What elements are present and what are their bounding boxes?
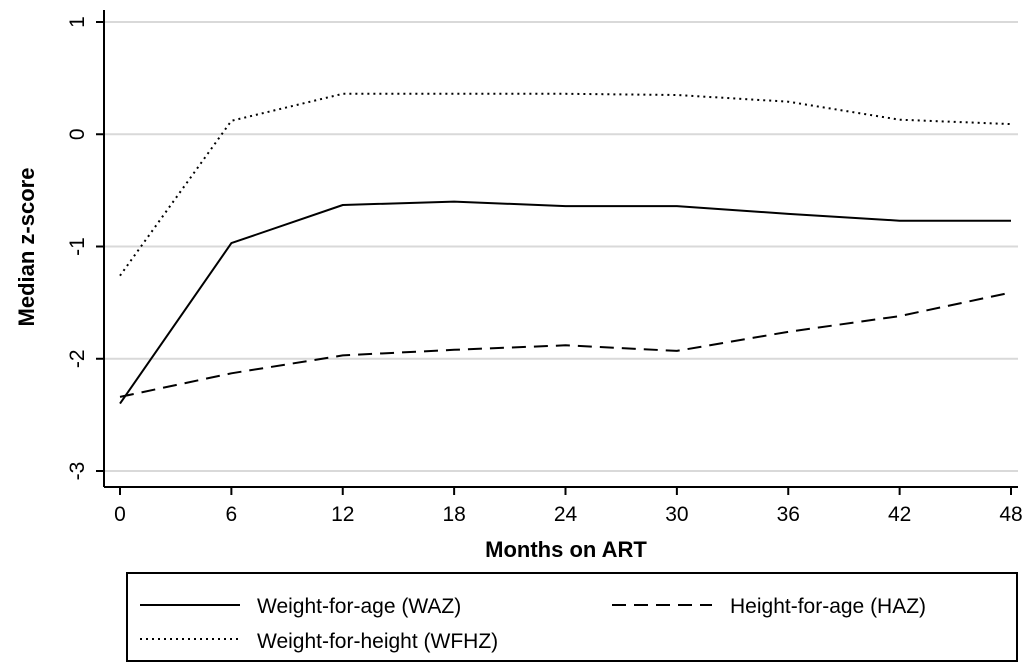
legend-label-waz: Weight-for-age (WAZ) (257, 595, 461, 618)
x-tick-label: 0 (114, 503, 126, 526)
y-tick-label: 1 (66, 16, 89, 28)
x-tick-label: 36 (777, 503, 800, 526)
y-axis-ticks: -3 -2 -1 0 1 (66, 16, 104, 480)
legend: Weight-for-age (WAZ) Height-for-age (HAZ… (126, 572, 1018, 662)
grid-lines (104, 21, 1018, 472)
y-axis-title: Median z-score (14, 168, 39, 327)
y-tick-label: -1 (66, 237, 89, 256)
y-tick-label: -3 (66, 462, 89, 481)
x-tick-label: 42 (888, 503, 911, 526)
series-lines (119, 92, 1012, 405)
x-tick-label: 6 (226, 503, 238, 526)
axes (103, 10, 1018, 488)
x-tick-label: 18 (442, 503, 465, 526)
legend-label-haz: Height-for-age (HAZ) (730, 595, 926, 618)
series-line-haz (119, 291, 1012, 398)
y-tick-label: 0 (66, 128, 89, 140)
x-tick-label: 48 (999, 503, 1022, 526)
y-tick-label: -2 (66, 349, 89, 368)
x-tick-label: 12 (331, 503, 354, 526)
series-line-waz (119, 200, 1011, 405)
x-tick-label: 24 (554, 503, 578, 526)
legend-label-wfhz: Weight-for-height (WFHZ) (257, 630, 498, 653)
x-axis-ticks: 0 6 12 18 24 30 36 42 48 (114, 487, 1023, 526)
x-axis-title: Months on ART (485, 537, 647, 562)
x-tick-label: 30 (665, 503, 688, 526)
legend-box (126, 572, 1018, 662)
series-line-wfhz (119, 92, 1012, 277)
